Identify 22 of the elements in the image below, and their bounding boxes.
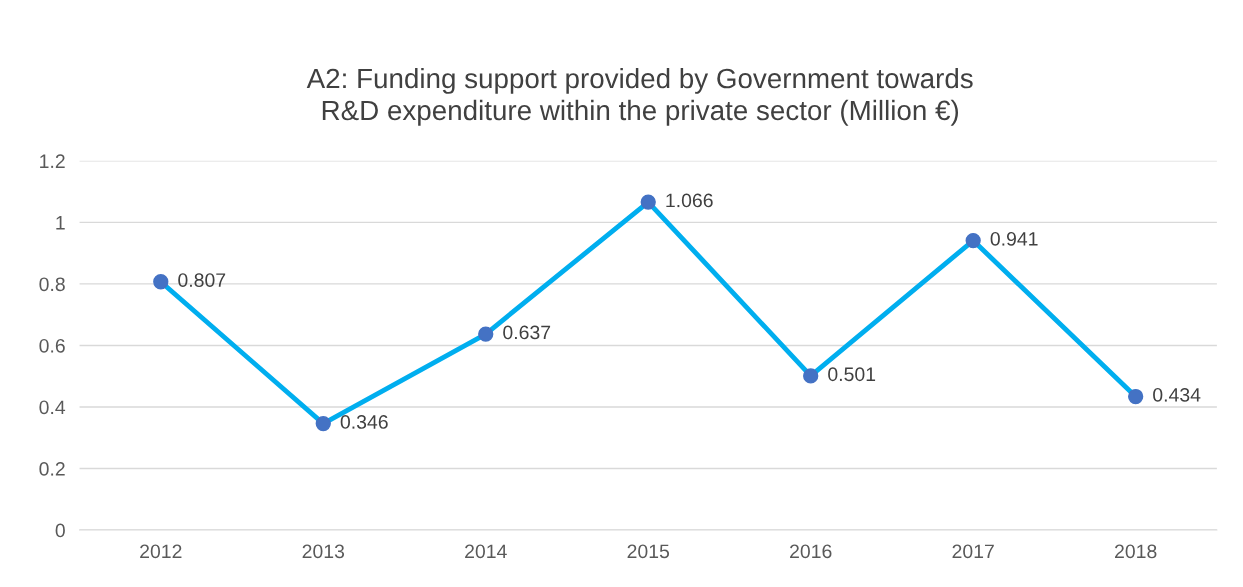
chart-title: A2: Funding support provided by Government towards R&D expenditure within the private sector (Million €): [306, 67, 973, 126]
data-label: 1.066: [666, 193, 713, 208]
x-tick-label: 2015: [627, 544, 670, 559]
x-tick-label: 2017: [952, 544, 994, 559]
y-tick-label: 1.2: [40, 154, 65, 168]
x-tick-label: 2012: [140, 544, 182, 559]
y-tick-label: 0.6: [39, 338, 65, 353]
x-tick-label: 2014: [465, 544, 507, 559]
y-tick-label: 0.8: [39, 277, 65, 292]
data-label: 0.434: [1153, 387, 1201, 402]
x-tick-label: 2013: [302, 544, 345, 559]
y-tick-label: 0.2: [39, 461, 65, 476]
x-tick-label: 2016: [790, 544, 832, 559]
y-tick-label: 1: [56, 216, 65, 230]
data-label: 0.637: [503, 325, 551, 340]
data-label: 0.941: [990, 231, 1038, 246]
y-tick-label: 0: [55, 523, 65, 538]
y-tick-label: 0.4: [39, 400, 66, 415]
data-label: 0.346: [340, 415, 388, 429]
data-label: 0.807: [178, 273, 226, 287]
x-tick-label: 2018: [1115, 544, 1157, 559]
data-label: 0.501: [828, 367, 876, 382]
